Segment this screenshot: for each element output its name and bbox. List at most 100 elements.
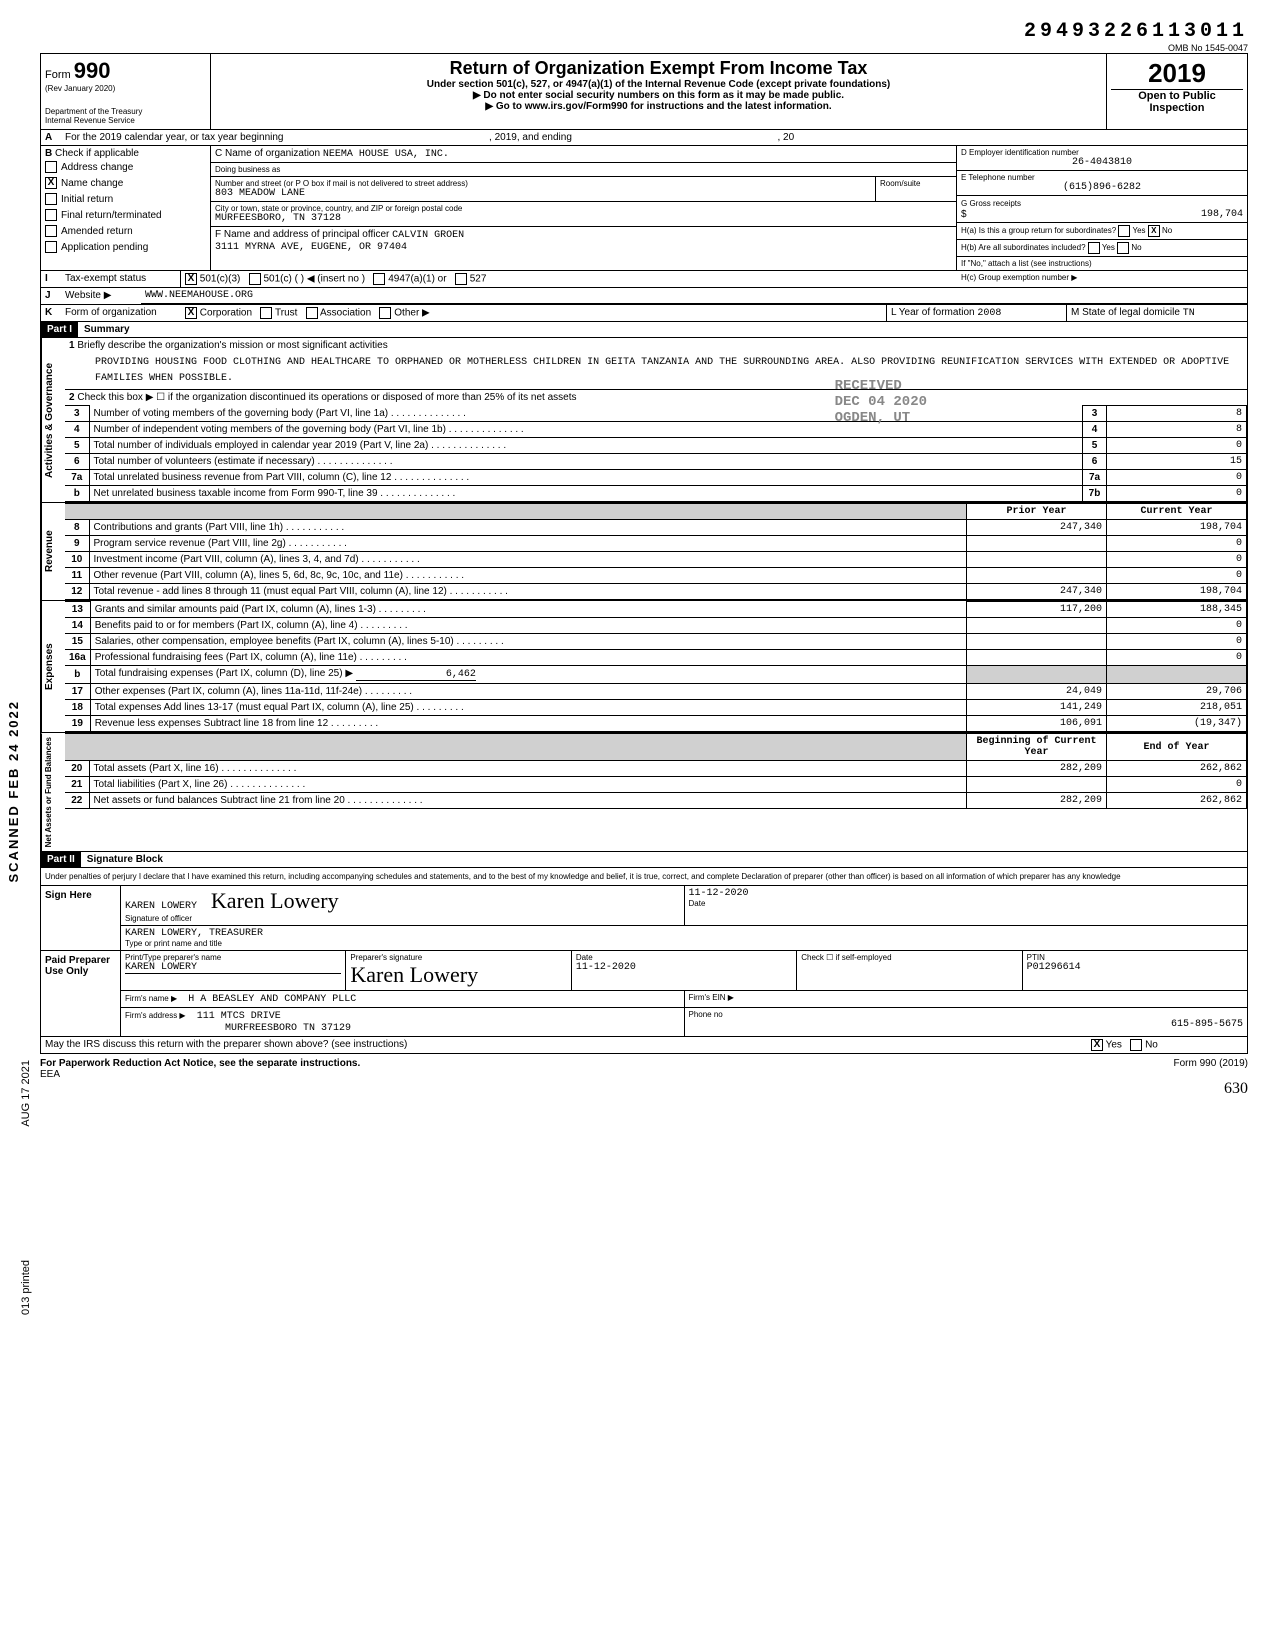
line-j: J Website ▶ WWW.NEEMAHOUSE.ORG: [40, 288, 1248, 305]
part-ii-label: Part II: [41, 852, 81, 867]
form-number: 990: [74, 58, 111, 83]
i-opt-1: 501(c) (: [263, 274, 297, 285]
subtitle-1: Under section 501(c), 527, or 4947(a)(1)…: [215, 79, 1102, 90]
i-501c3[interactable]: X: [185, 273, 197, 285]
officer-title-label: Type or print name and title: [125, 939, 1243, 948]
website: WWW.NEEMAHOUSE.ORG: [141, 288, 1247, 304]
ein: 26-4043810: [961, 157, 1243, 168]
section-activities-gov: Activities & Governance: [41, 338, 65, 502]
discuss-row: May the IRS discuss this return with the…: [40, 1037, 1248, 1054]
line-i: I Tax-exempt status X 501(c)(3) 501(c) (…: [40, 271, 1248, 288]
b-check-1[interactable]: X: [45, 177, 57, 189]
net-assets-table: Beginning of Current YearEnd of Year20To…: [65, 733, 1247, 809]
firm-addr-1: 111 MTCS Drive: [197, 1011, 281, 1022]
perjury-statement: Under penalties of perjury I declare tha…: [40, 868, 1248, 886]
ha-label: H(a) Is this a group return for subordin…: [961, 226, 1116, 235]
subtitle-3: ▶ Go to www.irs.gov/Form990 for instruct…: [215, 101, 1102, 112]
ptin-label: PTIN: [1027, 953, 1243, 962]
k-opt-0: Corporation: [200, 308, 252, 319]
m-label: M State of legal domicile: [1071, 307, 1180, 318]
gross-receipts: 198,704: [1201, 209, 1243, 220]
hb-no[interactable]: [1117, 242, 1129, 254]
b-item-5: Application pending: [61, 242, 148, 253]
l-label: L Year of formation: [891, 307, 975, 318]
hb-yes[interactable]: [1088, 242, 1100, 254]
firm-ein-label: Firm's EIN ▶: [685, 991, 1248, 1007]
no-1: No: [1162, 226, 1172, 235]
k-trust[interactable]: [260, 307, 272, 319]
form-header: Form 990 (Rev January 2020) Department o…: [40, 53, 1248, 130]
i-501c[interactable]: [249, 273, 261, 285]
prep-date-label: Date: [576, 953, 792, 962]
b-check-4[interactable]: [45, 225, 57, 237]
yes-2: Yes: [1102, 243, 1115, 252]
b-item-1: Name change: [61, 178, 123, 189]
prep-name: Karen Lowery: [125, 962, 341, 974]
k-other[interactable]: [379, 307, 391, 319]
section-expenses: Expenses: [41, 601, 65, 732]
a-text-2: , 2019, and ending: [489, 132, 572, 143]
mission-label: Briefly describe the organization's miss…: [77, 340, 387, 351]
b-check-3[interactable]: [45, 209, 57, 221]
form-label: Form: [45, 69, 71, 81]
firm-phone: 615-895-5675: [689, 1019, 1244, 1030]
b-check-2[interactable]: [45, 193, 57, 205]
irs-label: Internal Revenue Service: [45, 116, 206, 125]
discuss-yes[interactable]: X: [1091, 1039, 1103, 1051]
side-printed: 013 printed: [20, 1260, 32, 1315]
prep-signature: Karen Lowery: [350, 962, 566, 988]
city-state-zip: MURFEESBORO, TN 37128: [215, 213, 952, 224]
prep-date: 11-12-2020: [576, 962, 792, 973]
form-footer: Form 990 (2019): [1174, 1058, 1248, 1069]
officer-signature: Karen Lowery: [211, 888, 339, 913]
discuss-text: May the IRS discuss this return with the…: [41, 1037, 1087, 1053]
b-check-0[interactable]: [45, 161, 57, 173]
dln-number: 29493226113011: [40, 20, 1248, 43]
line-a: A For the 2019 calendar year, or tax yea…: [40, 130, 1248, 146]
governance-table: 3Number of voting members of the governi…: [65, 405, 1247, 502]
room-label: Room/suite: [876, 177, 956, 201]
prep-name-label: Print/Type preparer's name: [125, 953, 341, 962]
i-opt-3: 527: [470, 274, 487, 285]
b-check-5[interactable]: [45, 241, 57, 253]
expenses-table: 13Grants and similar amounts paid (Part …: [65, 601, 1247, 732]
k-corp[interactable]: X: [185, 307, 197, 319]
yes-1: Yes: [1133, 226, 1146, 235]
omb-number: OMB No 1545-0047: [40, 43, 1248, 53]
part-i-title: Summary: [78, 322, 136, 337]
dba-label: Doing business as: [211, 163, 956, 177]
k-opt-3: Other ▶: [394, 308, 429, 319]
hb-label: H(b) Are all subordinates included?: [961, 243, 1086, 252]
section-revenue: Revenue: [41, 503, 65, 600]
paperwork-notice: For Paperwork Reduction Act Notice, see …: [40, 1058, 360, 1069]
main-title: Return of Organization Exempt From Incom…: [215, 58, 1102, 79]
i-4947[interactable]: [373, 273, 385, 285]
part-i-header: Part I Summary: [40, 322, 1248, 338]
f-label: F Name and address of principal officer: [215, 229, 389, 240]
scanned-stamp: SCANNED FEB 24 2022: [6, 700, 21, 883]
line2-text: Check this box ▶ ☐ if the organization d…: [77, 392, 576, 403]
eea: EEA: [40, 1069, 1248, 1080]
line-k: K Form of organization X Corporation Tru…: [40, 305, 1248, 322]
open-public: Open to Public: [1111, 90, 1243, 102]
paid-preparer-label: Paid Preparer Use Only: [41, 951, 121, 1036]
ha-no[interactable]: X: [1148, 225, 1160, 237]
prep-sig-label: Preparer's signature: [350, 953, 566, 962]
ptin: P01296614: [1027, 962, 1243, 973]
i-527[interactable]: [455, 273, 467, 285]
a-text-3: , 20: [777, 132, 794, 143]
side-date: AUG 17 2021: [20, 1060, 32, 1127]
revision: (Rev January 2020): [45, 84, 206, 93]
officer-address: 3111 MYRNA AVE, EUGENE, OR 97404: [215, 242, 407, 253]
ha-yes[interactable]: [1118, 225, 1130, 237]
street-address: 803 MEADOW LANE: [215, 188, 871, 199]
k-assoc[interactable]: [306, 307, 318, 319]
stamp-ogden: OGDEN, UT: [835, 410, 927, 426]
firm-name-label: Firm's name ▶: [125, 994, 177, 1003]
addr-label: Number and street (or P O box if mail is…: [215, 179, 871, 188]
org-name: NEEMA HOUSE USA, INC.: [323, 149, 449, 160]
discuss-no[interactable]: [1130, 1039, 1142, 1051]
stamp-received: RECEIVED: [835, 378, 927, 394]
j-label: Website ▶: [61, 288, 141, 304]
b-item-0: Address change: [61, 162, 133, 173]
